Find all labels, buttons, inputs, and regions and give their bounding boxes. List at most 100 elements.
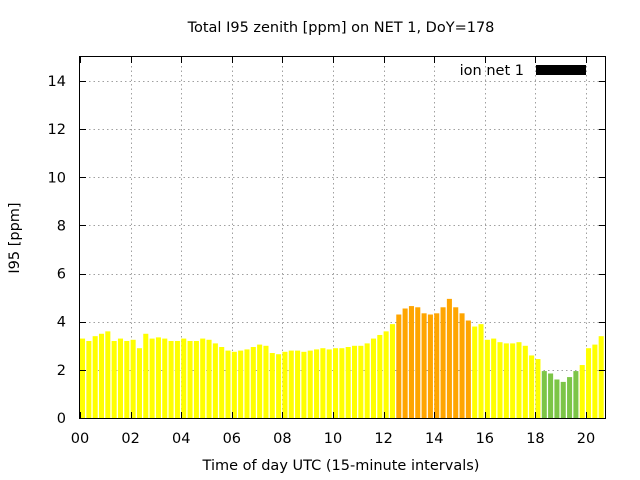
bar xyxy=(314,349,320,418)
y-axis-label: I95 [ppm] xyxy=(7,202,23,273)
bar xyxy=(181,338,187,418)
grid-lines xyxy=(80,57,605,418)
y-tick-label: 10 xyxy=(48,170,66,186)
bar xyxy=(149,338,155,418)
bar xyxy=(136,348,142,418)
bar xyxy=(579,365,585,418)
bar xyxy=(212,343,218,418)
bar xyxy=(225,350,231,418)
bar xyxy=(453,307,459,418)
bar xyxy=(339,348,345,418)
bar xyxy=(503,343,509,418)
bar xyxy=(427,314,433,418)
bar xyxy=(307,350,313,418)
bar xyxy=(491,338,497,418)
axis-ticks xyxy=(80,57,605,419)
bar xyxy=(408,306,414,418)
x-tick-label: 04 xyxy=(172,431,190,447)
bar xyxy=(98,333,105,418)
bar xyxy=(592,344,598,418)
bar xyxy=(396,314,402,418)
bar xyxy=(440,307,446,418)
bar-series xyxy=(80,298,604,418)
bar xyxy=(250,347,256,418)
plot-frame xyxy=(79,56,606,419)
x-tick-label: 02 xyxy=(121,431,139,447)
legend: ion net 1 xyxy=(460,63,586,79)
bar xyxy=(130,339,136,418)
bar xyxy=(478,324,484,418)
bar xyxy=(282,351,288,418)
bar xyxy=(111,340,117,418)
bar xyxy=(117,338,124,418)
bar xyxy=(459,313,465,418)
bar xyxy=(168,340,174,418)
bar xyxy=(358,345,364,418)
bar xyxy=(269,353,275,418)
bar xyxy=(320,348,326,418)
x-tick-label: 12 xyxy=(374,431,392,447)
bar xyxy=(219,347,225,418)
bar xyxy=(529,355,535,418)
x-tick-label: 08 xyxy=(273,431,291,447)
bar xyxy=(567,377,573,418)
bar xyxy=(484,339,490,418)
x-tick-label: 20 xyxy=(577,431,595,447)
bar xyxy=(497,342,503,418)
bar xyxy=(206,339,212,418)
bar xyxy=(377,334,383,418)
bar xyxy=(92,336,98,418)
bar xyxy=(446,298,452,418)
bar xyxy=(86,340,92,418)
bar xyxy=(231,351,237,418)
legend-label: ion net 1 xyxy=(460,63,524,79)
bar xyxy=(155,337,161,418)
bar xyxy=(174,340,180,418)
bar xyxy=(415,307,421,418)
bar xyxy=(143,333,149,418)
y-tick-label: 8 xyxy=(57,218,66,234)
bar xyxy=(162,338,168,418)
bar xyxy=(263,345,269,418)
bar xyxy=(554,379,560,418)
bar xyxy=(326,349,332,418)
chart-title: Total I95 zenith [ppm] on NET 1, DoY=178 xyxy=(187,20,495,36)
bar xyxy=(345,347,351,418)
bar xyxy=(465,320,471,418)
bar xyxy=(598,336,604,418)
bar xyxy=(295,350,301,418)
y-tick-label: 12 xyxy=(48,122,66,138)
bar xyxy=(370,338,377,418)
bar xyxy=(80,338,86,418)
bar xyxy=(187,340,193,418)
x-tick-label: 16 xyxy=(476,431,494,447)
bar xyxy=(516,342,522,418)
bar xyxy=(389,324,395,418)
bar xyxy=(573,371,579,418)
bar xyxy=(522,345,528,418)
bar xyxy=(383,331,389,418)
bar xyxy=(200,338,206,418)
bar xyxy=(535,359,541,418)
bar xyxy=(193,340,199,418)
bar xyxy=(124,340,130,418)
bar xyxy=(472,326,478,418)
bar xyxy=(434,313,440,418)
x-tick-label: 14 xyxy=(425,431,443,447)
x-axis-label: Time of day UTC (15-minute intervals) xyxy=(202,458,480,474)
y-tick-label: 14 xyxy=(48,74,66,90)
x-tick-label: 06 xyxy=(223,431,241,447)
bar xyxy=(560,381,566,418)
legend-swatch xyxy=(536,65,586,75)
y-tick-label: 4 xyxy=(57,315,66,331)
bar xyxy=(586,348,592,418)
bar xyxy=(351,345,358,418)
bar xyxy=(244,349,250,418)
x-tick-label: 00 xyxy=(71,431,89,447)
y-tick-label: 2 xyxy=(57,363,66,379)
bar xyxy=(402,308,408,418)
bar xyxy=(541,371,547,418)
y-tick-label: 0 xyxy=(57,411,66,427)
bar xyxy=(364,343,370,418)
